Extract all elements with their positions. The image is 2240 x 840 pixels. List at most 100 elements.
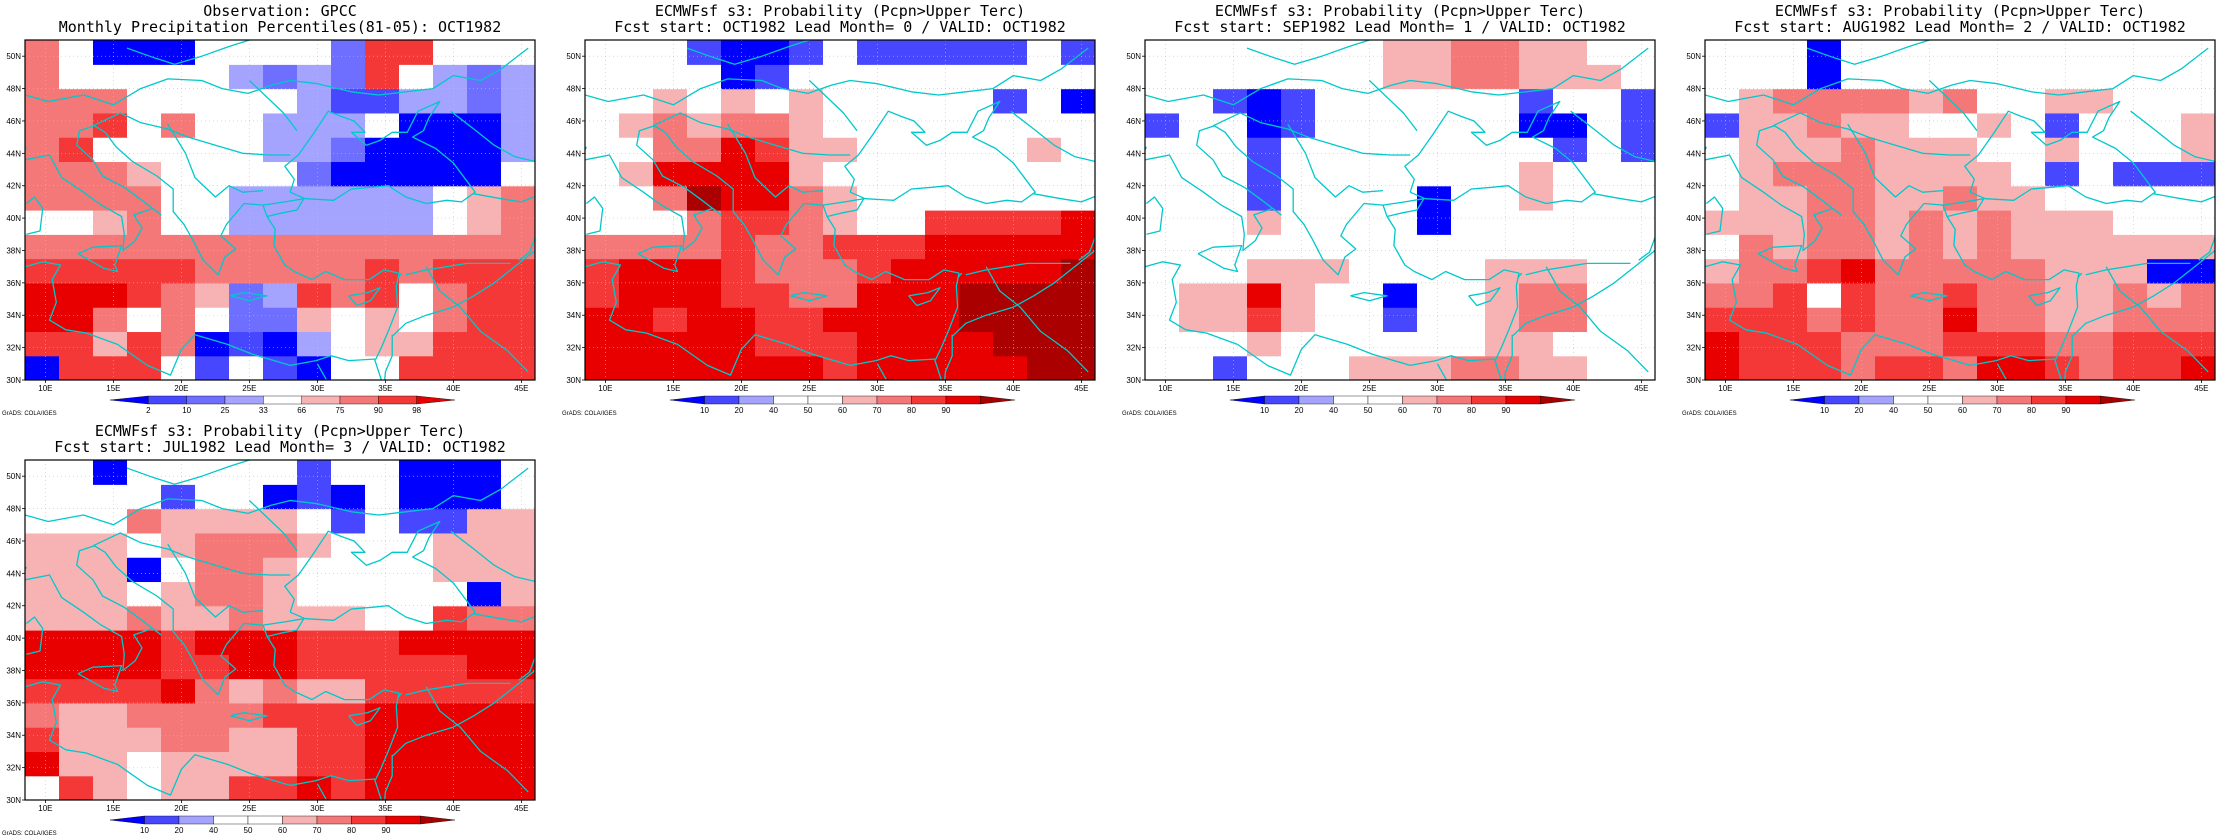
heatmap-cell: [2045, 282, 2080, 308]
heatmap-cell: [789, 210, 824, 235]
colorbar-swatch: [2031, 395, 2067, 405]
heatmap-cell: [2181, 234, 2215, 260]
heatmap-cell: [687, 258, 722, 284]
heatmap-cell: [365, 727, 400, 753]
heatmap-cell: [925, 307, 960, 333]
heatmap-cell: [1213, 307, 1248, 333]
heatmap-cell: [653, 331, 688, 357]
heatmap-cell: [1213, 210, 1248, 235]
lat-tick-label: 32N: [6, 764, 21, 773]
heatmap-cell: [1977, 185, 2012, 211]
heatmap-cell: [721, 112, 756, 138]
heatmap-cell: [2147, 137, 2182, 163]
lon-tick-label: 15E: [666, 384, 680, 393]
heatmap-cell: [721, 258, 756, 284]
heatmap-cell: [1179, 64, 1214, 90]
heatmap-cell: [2113, 40, 2148, 65]
heatmap-cell: [1977, 355, 2012, 380]
heatmap-cell: [1773, 355, 1808, 380]
heatmap-cell: [365, 654, 400, 680]
heatmap-cell: [1383, 64, 1418, 90]
heatmap-cell: [467, 282, 502, 308]
heatmap-cell: [1807, 258, 1842, 284]
heatmap-cell: [1417, 112, 1452, 138]
heatmap-cell: [1383, 185, 1418, 211]
heatmap-cell: [959, 161, 994, 187]
coastlines: [25, 40, 535, 380]
colorbar-label: 80: [2027, 406, 2036, 415]
heatmap-cell: [1875, 64, 1910, 90]
heatmap-cell: [1281, 112, 1316, 138]
colorbar-label: 40: [1329, 406, 1338, 415]
lon-tick-label: 25E: [242, 384, 256, 393]
heatmap-cell: [59, 484, 94, 510]
heatmap-cell: [653, 185, 688, 211]
heatmap-cell: [229, 557, 264, 583]
heatmap-cell: [1061, 64, 1095, 90]
heatmap-cell: [25, 234, 60, 260]
heatmap-cell: [59, 508, 94, 534]
colorbar-swatch: [378, 395, 417, 405]
lon-tick-label: 20E: [1294, 384, 1308, 393]
heatmap-cell: [993, 210, 1028, 235]
lat-tick-label: 44N: [566, 149, 581, 158]
heatmap-cell: [1587, 355, 1622, 380]
chart-svg: ECMWFsf s3: Probability (Pcpn>Upper Terc…: [1122, 2, 1656, 417]
heatmap-cell: [1553, 331, 1588, 357]
heatmap-cell: [263, 355, 298, 380]
heatmap-cell: [25, 460, 60, 485]
lat-tick-label: 32N: [1126, 344, 1141, 353]
heatmap-cell: [59, 678, 94, 704]
heatmap-cell: [1807, 307, 1842, 333]
lon-tick-label: 20E: [174, 804, 188, 813]
heatmap-cell: [297, 678, 332, 704]
heatmap-cell: [161, 234, 196, 260]
heatmap-cell: [25, 331, 60, 357]
heatmap-cell: [399, 282, 434, 308]
heatmap-cell: [2079, 137, 2114, 163]
heatmap-cell: [1807, 282, 1842, 308]
heatmap-cell: [2113, 234, 2148, 260]
heatmap-cell: [1621, 282, 1655, 308]
heatmap-cell: [467, 557, 502, 583]
heatmap-cell: [161, 355, 196, 380]
heatmap-cell: [127, 137, 162, 163]
heatmap-cell: [1841, 88, 1876, 114]
lon-tick-label: 20E: [734, 384, 748, 393]
lon-tick-label: 15E: [106, 384, 120, 393]
heatmap-cell: [1621, 307, 1655, 333]
lat-tick-label: 48N: [6, 505, 21, 514]
colorbar-label: 60: [838, 406, 847, 415]
heatmap-cell: [1553, 88, 1588, 114]
heatmap-cell: [467, 331, 502, 357]
heatmap-cell: [161, 678, 196, 704]
heatmap-cell: [1943, 331, 1978, 357]
heatmap-cell: [501, 307, 535, 333]
chart-title-line2: Fcst start: AUG1982 Lead Month= 2 / VALI…: [1734, 18, 2186, 36]
heatmap-cell: [433, 137, 468, 163]
heatmap-cell: [1349, 137, 1384, 163]
colorbar: 10 20 40 50 60 70 80 90: [1229, 395, 1576, 415]
heatmap-cell: [857, 307, 892, 333]
heatmap-cell: [1179, 234, 1214, 260]
heatmap-cell: [1485, 210, 1520, 235]
heatmap-cell: [229, 161, 264, 187]
heatmap-cell: [1519, 64, 1554, 90]
heatmap-cell: [585, 234, 620, 260]
heatmap-cell: [1315, 64, 1350, 90]
heatmap-cell: [501, 258, 535, 284]
heatmap-cell: [959, 64, 994, 90]
heatmap-cell: [93, 137, 128, 163]
heatmap-cell: [1061, 331, 1095, 357]
heatmap-cell: [2147, 40, 2182, 65]
heatmap-cell: [1417, 185, 1452, 211]
heatmap-cell: [823, 137, 858, 163]
lat-tick-label: 34N: [566, 311, 581, 320]
heatmap-cell: [721, 64, 756, 90]
heatmap-cell: [1213, 185, 1248, 211]
heatmap-cell: [263, 210, 298, 235]
heatmap-cell: [1213, 258, 1248, 284]
chart-title-line1: ECMWFsf s3: Probability (Pcpn>Upper Terc…: [1775, 2, 2145, 20]
heatmap-cell: [433, 605, 468, 631]
heatmap-cell: [161, 331, 196, 357]
